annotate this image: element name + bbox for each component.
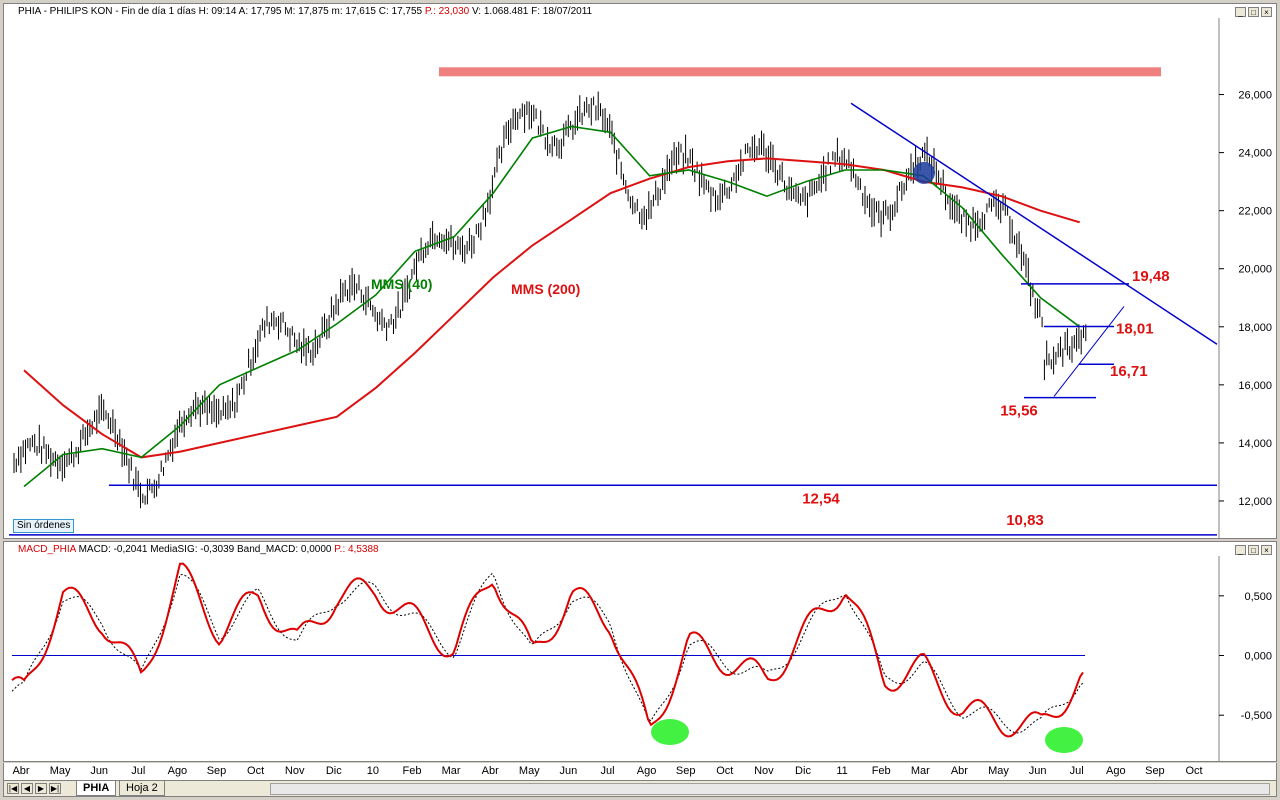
x-tick-label: Mar xyxy=(910,765,930,777)
price-chart-panel[interactable]: PHIA - PHILIPS KON - Fin de día 1 días H… xyxy=(3,3,1277,539)
x-tick-label: Feb xyxy=(871,765,891,777)
price-y-tick-label: 22,000 xyxy=(1238,206,1272,218)
x-tick-label: Mar xyxy=(441,765,461,777)
maximize-button[interactable]: □ xyxy=(1248,7,1259,17)
series-macd-signal xyxy=(11,572,1084,734)
x-tick-label: Oct xyxy=(716,765,734,777)
level-label: 16,71 xyxy=(1110,363,1148,380)
sheet-tab-bar: |◀ ◀ ▶ ▶| PHIA Hoja 2 xyxy=(3,780,1277,797)
series-mms-200 xyxy=(23,157,1080,459)
x-tick-label: May xyxy=(49,765,71,777)
macd-y-tick-label: 0,500 xyxy=(1244,591,1272,603)
x-tick-label: Abr xyxy=(12,765,30,777)
x-tick-label: Ago xyxy=(167,765,188,777)
x-tick-label: Sep xyxy=(675,765,696,777)
x-tick-label: Nov xyxy=(284,765,305,777)
horizontal-scrollbar[interactable] xyxy=(270,783,1270,795)
price-bars xyxy=(13,91,1087,509)
macd-y-tick-label: 0,000 xyxy=(1244,651,1272,663)
next-sheet-button[interactable]: ▶ xyxy=(35,783,47,794)
price-y-tick-label: 16,000 xyxy=(1238,380,1272,392)
x-tick-label: Abr xyxy=(481,765,499,777)
price-chart-svg: 26,000 24,000 22,000 20,000 18,000 16,000 14,0… xyxy=(9,18,1272,538)
price-y-tick-label: 18,000 xyxy=(1238,322,1272,334)
x-tick-label: Sep xyxy=(206,765,227,777)
downtrend-line xyxy=(850,102,1218,345)
minimize-button[interactable]: _ xyxy=(1235,7,1246,17)
x-tick-label: Ago xyxy=(1106,765,1126,777)
x-tick-label: Jun xyxy=(559,765,578,777)
x-tick-label: May xyxy=(518,765,540,777)
x-tick-label: Jun xyxy=(90,765,109,777)
crossover-marker xyxy=(913,161,935,184)
x-axis: Abr May Jun Jul Ago Sep Oct Nov Dic 10 Feb Mar Abr Ma… xyxy=(3,763,1277,780)
x-tick-label: Feb xyxy=(402,765,422,777)
level-label: 10,83 xyxy=(1006,512,1044,529)
x-tick-label: Oct xyxy=(247,765,265,777)
price-y-tick-label: 20,000 xyxy=(1238,264,1272,276)
price-y-tick-label: 26,000 xyxy=(1238,90,1272,102)
macd-close-button[interactable]: × xyxy=(1261,545,1272,555)
x-tick-label: Oct xyxy=(1185,765,1203,777)
price-y-tick-label: 14,000 xyxy=(1238,438,1272,450)
level-label: 19,48 xyxy=(1132,268,1170,285)
price-window-buttons: _ □ × xyxy=(1235,7,1272,17)
x-tick-label: Sep xyxy=(1145,765,1165,777)
close-button[interactable]: × xyxy=(1261,7,1272,17)
price-header-main: PHIA - PHILIPS KON - Fin de día 1 días H… xyxy=(18,6,423,17)
mms-200-label: MMS (200) xyxy=(511,281,580,297)
macd-chart-svg: 0,500 0,000 -0,500 xyxy=(11,556,1272,761)
series-macd xyxy=(11,562,1084,738)
macd-low-highlight xyxy=(651,719,689,745)
macd-header-values: MACD: -0,2041 MediaSIG: -0,3039 Band_MAC… xyxy=(78,544,332,555)
x-tick-label: May xyxy=(988,765,1009,777)
price-chart-header: PHIA - PHILIPS KON - Fin de día 1 días H… xyxy=(4,4,1276,20)
macd-low-highlight xyxy=(1045,727,1083,753)
price-header-p: P.: 23,030 xyxy=(424,6,470,17)
price-y-tick-label: 24,000 xyxy=(1238,148,1272,160)
price-y-tick-label: 12,000 xyxy=(1238,496,1272,508)
macd-header-name: MACD_PHIA xyxy=(18,544,76,555)
x-tick-label: Nov xyxy=(754,765,774,777)
tab-phia[interactable]: PHIA xyxy=(76,781,117,796)
macd-header-p: P.: 4,5388 xyxy=(334,544,379,555)
x-tick-label: Jun xyxy=(1028,765,1047,777)
resistance-zone xyxy=(439,67,1161,77)
series-mms-40 xyxy=(23,125,1081,488)
x-tick-label: Jul xyxy=(600,765,615,777)
last-sheet-button[interactable]: ▶| xyxy=(49,783,61,794)
x-tick-label: 11 xyxy=(836,765,848,777)
x-tick-label: Abr xyxy=(950,765,968,777)
x-tick-label: Jul xyxy=(131,765,146,777)
x-tick-label: Jul xyxy=(1069,765,1084,777)
mms-40-label: MMS (40) xyxy=(371,276,432,292)
x-tick-label: Dic xyxy=(325,765,342,777)
no-orders-button[interactable]: Sin órdenes xyxy=(13,519,75,533)
level-label: 12,54 xyxy=(802,490,840,507)
x-tick-label: 10 xyxy=(366,765,380,777)
macd-window-buttons: _ □ × xyxy=(1235,545,1272,555)
price-header-tail: V: 1.068.481 F: 18/07/2011 xyxy=(472,6,593,17)
x-tick-label: Dic xyxy=(795,765,811,777)
macd-minimize-button[interactable]: _ xyxy=(1235,545,1246,555)
uptrend-channel-line xyxy=(1053,306,1125,397)
first-sheet-button[interactable]: |◀ xyxy=(7,783,19,794)
x-tick-label: Ago xyxy=(636,765,657,777)
level-label: 15,56 xyxy=(1000,403,1038,420)
level-label: 18,01 xyxy=(1116,320,1154,337)
tab-hoja-2[interactable]: Hoja 2 xyxy=(119,781,165,796)
macd-y-tick-label: -0,500 xyxy=(1241,710,1272,722)
macd-header: MACD_PHIA MACD: -0,2041 MediaSIG: -0,303… xyxy=(4,542,1276,558)
prev-sheet-button[interactable]: ◀ xyxy=(21,783,33,794)
macd-maximize-button[interactable]: □ xyxy=(1248,545,1259,555)
macd-panel[interactable]: MACD_PHIA MACD: -0,2041 MediaSIG: -0,303… xyxy=(3,541,1277,762)
